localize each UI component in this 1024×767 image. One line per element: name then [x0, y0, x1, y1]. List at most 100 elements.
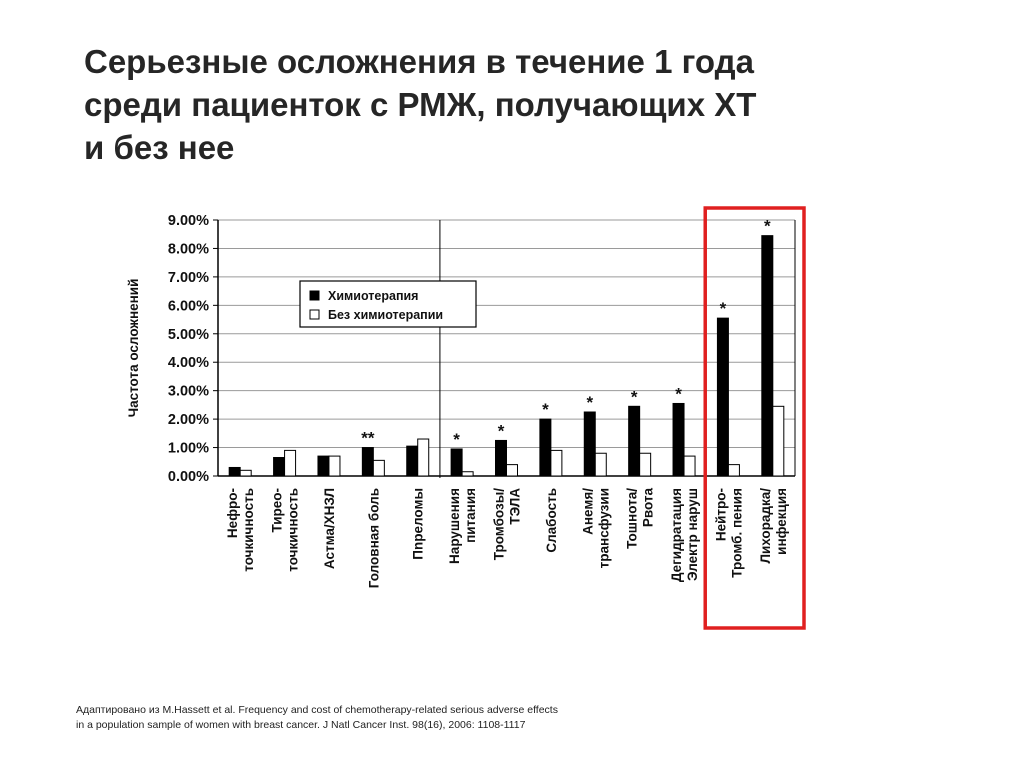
category-label: Головная боль: [366, 488, 381, 588]
category-label-line: Нефро-: [225, 488, 240, 538]
title-line-1: Серьезные осложнения в течение 1 года: [84, 43, 754, 80]
bar-chemo: [273, 457, 286, 477]
bar-no-chemo: [594, 452, 607, 477]
grid-lines: [218, 219, 795, 477]
category-label: Нефро-точкичность: [225, 488, 256, 572]
category-label-line: Тромбозы/: [492, 488, 507, 561]
bar-no-chemo: [550, 449, 563, 477]
significance-mark: **: [361, 429, 375, 448]
category-label: Лихорадка/инфекция: [758, 488, 789, 564]
legend: Химиотерапия Без химиотерапии: [299, 280, 477, 328]
category-label: Пnреломы: [411, 488, 426, 560]
category-label-line: Нарушения: [447, 488, 462, 564]
y-tick-label: 2.00%: [168, 412, 209, 428]
significance-mark: *: [764, 217, 771, 236]
significance-mark: *: [453, 430, 460, 449]
category-label-line: точкичность: [241, 488, 256, 572]
y-tick-label: 0.00%: [168, 469, 209, 485]
bar-chemo: [583, 411, 596, 477]
highlight-rectangle: [703, 206, 806, 630]
category-label-line: точкичность: [286, 488, 301, 572]
category-label-line: Дегидратация: [669, 488, 684, 582]
significance-mark: *: [542, 400, 549, 419]
category-label-line: питания: [463, 488, 478, 543]
category-label-line: Электр наруш: [685, 488, 700, 581]
category-label: Астма/ХНЗЛ: [322, 488, 337, 569]
bar-chemo: [406, 445, 419, 477]
legend-swatch-chemo: [309, 290, 320, 301]
title-line-3: и без нее: [84, 129, 235, 166]
y-tick-label: 7.00%: [168, 270, 209, 286]
category-label-line: трансфузии: [596, 488, 611, 568]
axes: 0.00% 1.00% 2.00% 3.00% 4.00% 5.00% 6.00% 7.00%…: [126, 213, 796, 485]
bar-chemo: [716, 317, 729, 477]
bar-chemo: [761, 235, 774, 477]
y-tick-label: 6.00%: [168, 298, 209, 314]
y-tick-label: 1.00%: [168, 441, 209, 457]
bar-no-chemo: [727, 464, 740, 477]
category-label-line: Нейтро-: [713, 488, 728, 541]
bar-no-chemo: [461, 471, 474, 477]
category-label-line: ТЭЛА: [508, 488, 523, 525]
bar-no-chemo: [284, 449, 297, 477]
category-label-line: Тирео-: [270, 488, 285, 533]
category-label-line: Головная боль: [366, 488, 381, 588]
bar-no-chemo: [506, 464, 518, 477]
category-label: Анемя/трансфузии: [580, 488, 611, 569]
category-label-line: инфекция: [774, 488, 789, 555]
y-tick-label: 4.00%: [168, 355, 209, 371]
category-label-line: Лихорадка/: [758, 488, 773, 564]
y-tick-label: 3.00%: [168, 384, 209, 400]
bar-chemo: [495, 439, 507, 477]
bars: ** * ** * * ***: [228, 217, 785, 477]
y-axis-label: Частота осложнений: [126, 279, 141, 418]
category-label-line: Астма/ХНЗЛ: [322, 488, 337, 569]
category-label: Нейтро- Тромб. пения: [713, 488, 744, 578]
significance-mark: *: [720, 299, 727, 318]
category-label-line: Слабость: [544, 488, 559, 553]
bar-no-chemo: [239, 469, 252, 477]
bar-chemo: [450, 448, 463, 477]
category-label-line: Тошнота/: [625, 488, 640, 549]
category-label-line: Анемя/: [580, 488, 595, 535]
bar-no-chemo: [372, 459, 385, 477]
category-label-line: Пnреломы: [411, 488, 426, 560]
source-line-2: in a population sample of women with bre…: [76, 719, 526, 731]
highlight-box: [703, 206, 806, 630]
bar-chemo: [361, 447, 374, 477]
bar-chemo: [672, 402, 685, 477]
category-label-line: Рвота: [641, 488, 656, 528]
legend-swatch-no-chemo: [309, 309, 320, 320]
legend-label-chemo: Химиотерапия: [328, 289, 418, 303]
title-line-2: среди пациенток с РМЖ, получающих ХТ: [84, 86, 757, 123]
category-labels: Нефро-точкичность Тирео-точкичность Астма/…: [225, 488, 789, 589]
category-label: Тирео-точкичность: [270, 488, 301, 572]
complications-bar-chart: 0.00% 1.00% 2.00% 3.00% 4.00% 5.00% 6.00% 7.00%…: [126, 206, 806, 630]
bar-chemo: [228, 466, 241, 477]
significance-mark: *: [675, 384, 682, 403]
bar-no-chemo: [683, 455, 696, 477]
bar-no-chemo: [328, 455, 341, 477]
legend-label-no-chemo: Без химиотерапии: [328, 308, 443, 322]
y-tick-label: 5.00%: [168, 327, 209, 343]
bar-no-chemo: [639, 452, 652, 477]
significance-mark: *: [498, 421, 505, 440]
bar-chemo: [628, 405, 641, 477]
source-citation: Адаптировано из M.Hassett et al. Frequen…: [76, 703, 716, 733]
significance-mark: *: [586, 393, 593, 412]
bar-no-chemo: [772, 405, 785, 477]
category-label: Нарушения питания: [447, 488, 478, 564]
bar-chemo: [317, 455, 330, 477]
slide-title: Серьезные осложнения в течение 1 года ср…: [84, 40, 984, 169]
category-label-line: Тромб. пения: [729, 488, 744, 578]
legend-box: [299, 280, 477, 328]
y-tick-label: 8.00%: [168, 241, 209, 257]
source-line-1: Адаптировано из M.Hassett et al. Frequen…: [76, 704, 558, 716]
category-label: Дегидратация Электр наруш: [669, 488, 700, 582]
bar-no-chemo: [417, 438, 430, 477]
significance-mark: *: [631, 387, 638, 406]
category-label: Тошнота/Рвота: [625, 488, 656, 549]
y-tick-label: 9.00%: [168, 213, 209, 229]
bar-chemo: [539, 418, 552, 477]
category-label: Тромбозы/ТЭЛА: [492, 488, 523, 561]
